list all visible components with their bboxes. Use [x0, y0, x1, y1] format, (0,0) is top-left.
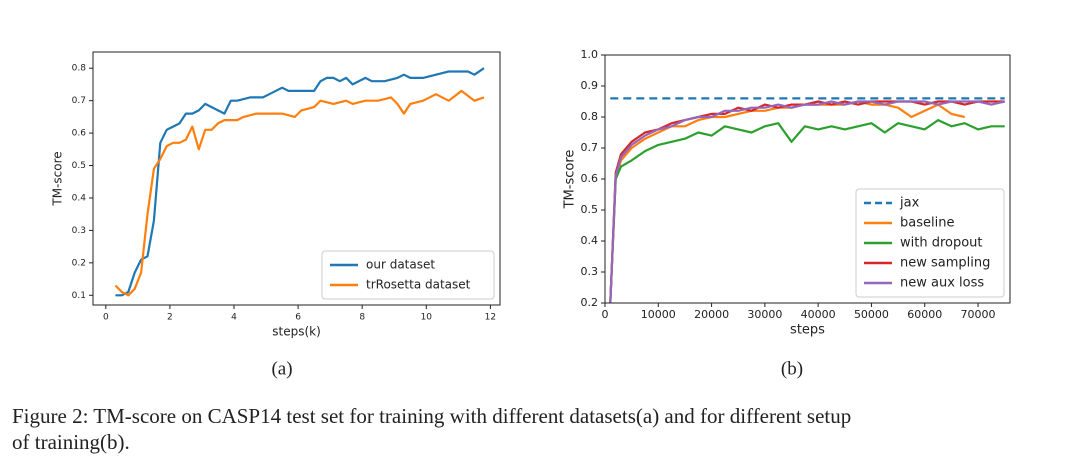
- x-tick-label: 4: [231, 313, 237, 323]
- x-tick-label: 60000: [907, 308, 942, 321]
- y-tick-label: 0.3: [72, 226, 86, 236]
- y-tick-label: 0.7: [581, 141, 599, 154]
- x-tick-label: 30000: [747, 308, 782, 321]
- y-tick-label: 0.7: [72, 96, 86, 106]
- x-tick-label: 10000: [641, 308, 676, 321]
- x-tick-label: 20000: [694, 308, 729, 321]
- y-axis-label: TM-score: [563, 150, 578, 210]
- plot-frame: [604, 54, 1011, 304]
- y-tick-label: 0.8: [72, 64, 87, 74]
- x-tick-label: 2: [167, 313, 173, 323]
- x-tick-label: 12: [485, 313, 496, 323]
- legend-label: our dataset: [366, 258, 435, 272]
- y-tick-label: 0.1: [72, 291, 86, 301]
- y-tick-label: 1.0: [581, 48, 599, 61]
- y-tick-label: 0.6: [581, 172, 599, 185]
- panel-label: (a): [271, 358, 292, 379]
- panel-label: (b): [781, 358, 803, 379]
- y-axis-label: TM-score: [51, 151, 65, 206]
- legend-box: [321, 250, 495, 300]
- x-tick-label: 10: [421, 313, 433, 323]
- x-tick-label: 0: [602, 308, 609, 321]
- legend-label: jax: [899, 196, 920, 211]
- y-tick-label: 0.2: [581, 296, 599, 309]
- series-line: [115, 67, 485, 297]
- y-tick-label: 0.6: [72, 129, 87, 139]
- caption-line: of training(b).: [12, 430, 130, 454]
- x-axis-label: steps: [790, 323, 825, 338]
- legend-box: [855, 188, 1005, 298]
- y-tick-label: 0.3: [581, 265, 599, 278]
- y-tick-label: 0.2: [72, 258, 86, 268]
- y-tick-label: 0.4: [72, 193, 87, 203]
- x-axis-label: steps(k): [272, 325, 321, 339]
- series-line: [114, 89, 485, 297]
- x-tick-label: 40000: [801, 308, 836, 321]
- series-line: [609, 100, 1005, 304]
- series-line: [609, 119, 1005, 304]
- legend-label: with dropout: [900, 236, 983, 251]
- y-tick-label: 0.4: [581, 234, 599, 247]
- y-tick-label: 0.9: [581, 79, 599, 92]
- legend-label: new aux loss: [900, 276, 984, 291]
- y-tick-label: 0.5: [72, 161, 86, 171]
- x-tick-label: 6: [295, 313, 301, 323]
- plot-frame: [92, 51, 501, 306]
- x-tick-label: 8: [359, 313, 365, 323]
- legend-label: new sampling: [900, 256, 990, 271]
- x-tick-label: 0: [103, 313, 109, 323]
- x-tick-label: 70000: [961, 308, 996, 321]
- y-tick-label: 0.8: [581, 110, 599, 123]
- y-tick-label: 0.5: [581, 203, 599, 216]
- legend-label: trRosetta dataset: [366, 278, 471, 292]
- caption-line: Figure 2: TM-score on CASP14 test set fo…: [12, 404, 851, 428]
- legend-label: baseline: [900, 216, 954, 231]
- x-tick-label: 50000: [854, 308, 889, 321]
